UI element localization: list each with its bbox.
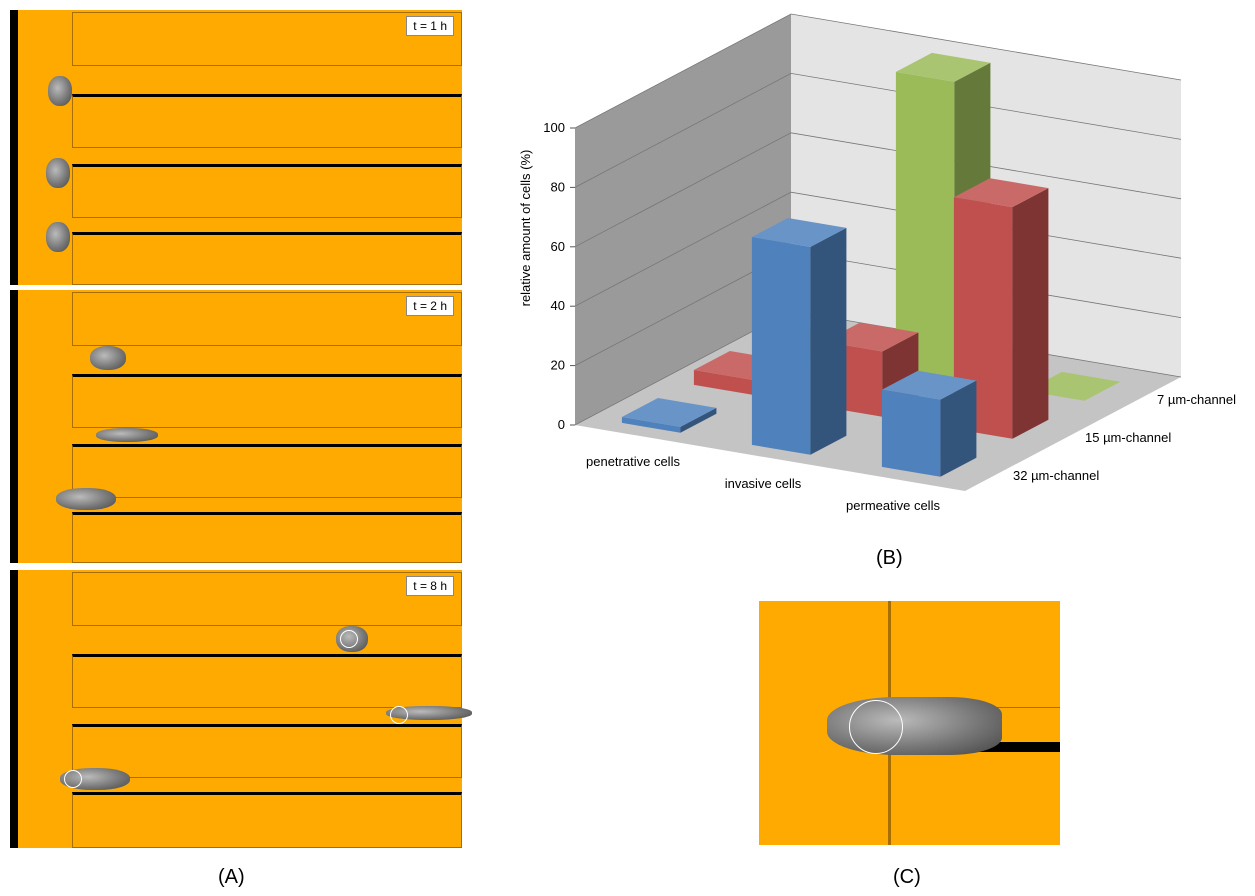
bar-top	[1025, 371, 1121, 401]
bar-front	[953, 197, 1013, 439]
grid-line	[574, 13, 1182, 129]
time-label: t = 8 h	[406, 576, 454, 596]
bar-front	[881, 389, 941, 477]
bar-side	[1012, 188, 1049, 439]
bar-side	[940, 380, 977, 477]
x-tick-label: permeative cells	[846, 498, 940, 513]
y-tick-label: 60	[551, 239, 565, 254]
bar-top	[953, 178, 1049, 208]
bar	[1025, 371, 1121, 401]
x-tick-label: invasive cells	[724, 476, 802, 491]
bar	[953, 178, 1049, 439]
time-label: t = 1 h	[406, 16, 454, 36]
channel-wall	[72, 374, 462, 428]
y-tick-label: 0	[558, 417, 565, 432]
bar-top	[881, 370, 977, 400]
bar-top	[823, 322, 919, 352]
snapshot: t = 1 h	[10, 10, 462, 285]
bar-top	[751, 218, 847, 247]
depth-label: 32 µm-channel	[1013, 468, 1099, 483]
bar-top	[895, 52, 991, 82]
chart-wall	[575, 14, 791, 425]
channel-wall	[72, 94, 462, 148]
cell	[96, 428, 158, 442]
channel-wall	[72, 12, 462, 66]
panel-label: (C)	[893, 866, 921, 888]
channel-wall	[72, 444, 462, 498]
bar-front	[621, 417, 681, 433]
cell	[90, 346, 126, 370]
panel-label: (A)	[218, 866, 245, 888]
depth-label: 15 µm-channel	[1085, 430, 1171, 445]
time-label: t = 2 h	[406, 296, 454, 316]
snapshot: t = 8 h	[10, 570, 472, 848]
cell-marker	[849, 700, 903, 754]
channel-wall	[72, 512, 462, 563]
channel-wall	[72, 232, 462, 285]
grid-line	[574, 191, 1182, 307]
y-tick-label: 100	[543, 120, 565, 135]
bar	[751, 218, 847, 455]
bar-front	[751, 237, 811, 455]
grid-line	[574, 72, 1182, 188]
cell-marker	[390, 706, 408, 724]
zoom-image	[759, 601, 1060, 845]
channel-wall	[72, 164, 462, 218]
y-tick-label: 80	[551, 179, 565, 194]
y-tick-label: 20	[551, 358, 565, 373]
bar	[881, 370, 977, 477]
depth-label: 7 µm-channel	[1157, 392, 1236, 407]
grid-line	[574, 132, 1182, 248]
bar-front	[693, 370, 753, 395]
cell	[48, 76, 72, 106]
cell-marker	[64, 770, 82, 788]
x-tick-label: penetrative cells	[586, 454, 680, 469]
cell-marker	[340, 630, 358, 648]
channel-wall	[72, 724, 462, 778]
bar	[621, 398, 717, 433]
y-tick-label: 40	[551, 298, 565, 313]
bar-side	[680, 407, 717, 433]
channel-wall	[72, 654, 462, 708]
bar-side	[810, 227, 847, 455]
cell	[56, 488, 116, 510]
snapshot: t = 2 h	[10, 290, 462, 563]
panel-label: (B)	[876, 547, 903, 569]
cell	[46, 158, 70, 188]
y-axis-label: relative amount of cells (%)	[518, 150, 533, 307]
bar-front	[895, 71, 955, 379]
bar-top	[621, 398, 717, 427]
cell	[46, 222, 70, 252]
channel-wall	[72, 292, 462, 346]
channel-wall	[72, 572, 462, 626]
channel-wall	[72, 792, 462, 848]
